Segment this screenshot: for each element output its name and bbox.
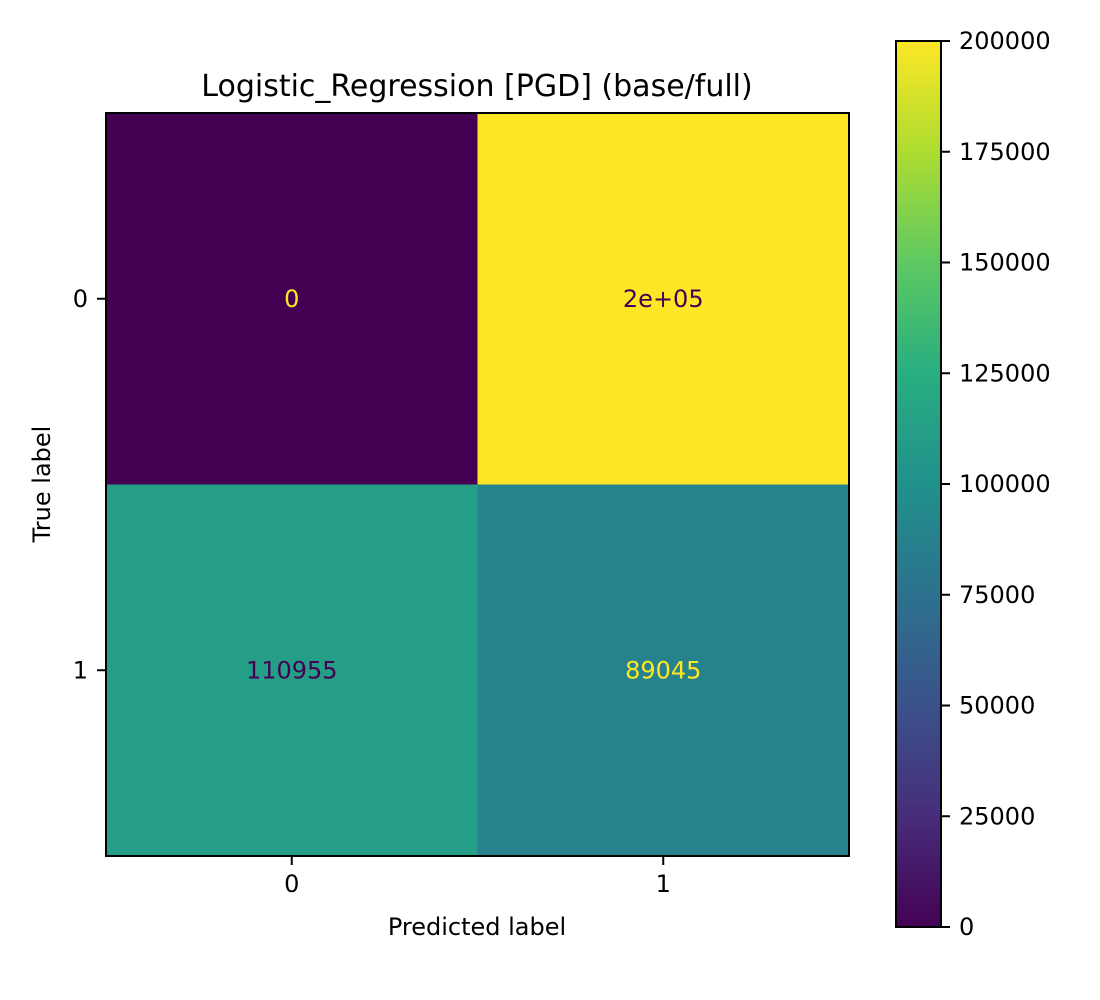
matrix-cell-labels: 0 2e+05 110955 89045 [246,285,704,685]
matrix-cell-0-1 [477,113,850,485]
matrix-cell-1-1 [477,484,850,857]
colorbar-tick-label-5: 125000 [959,359,1051,387]
cell-value-label-1-1: 89045 [625,656,701,684]
y-tick-label-0: 0 [73,285,88,313]
colorbar-tick-label-1: 25000 [959,802,1035,830]
cell-value-label-0-1: 2e+05 [623,285,704,313]
colorbar-tick-label-3: 75000 [959,581,1035,609]
colorbar-tick-label-6: 150000 [959,249,1051,277]
x-tick-label-1: 1 [656,870,671,898]
x-tick-label-0: 0 [284,870,299,898]
matrix-cell-1-0 [106,484,478,857]
y-axis-ticks: 01 [73,285,106,684]
y-axis-label: True label [28,426,56,544]
colorbar [895,40,942,928]
matrix-cell-0-0 [106,113,478,485]
matrix-frame [105,112,850,857]
colorbar-tick-label-2: 50000 [959,692,1035,720]
matrix-cells [106,113,850,857]
colorbar-tick-label-0: 0 [959,913,974,941]
colorbar-tick-label-7: 175000 [959,138,1051,166]
colorbar-tick-label-4: 100000 [959,470,1051,498]
chart-title: Logistic_Regression [PGD] (base/full) [201,69,752,104]
y-tick-label-1: 1 [73,656,88,684]
colorbar-tick-label-8: 200000 [959,27,1051,55]
cell-value-label-0-0: 0 [284,285,299,313]
x-axis-label: Predicted label [388,913,566,941]
colorbar-ticks: 0 25000 50000 75000 100000 125000 150000 175000… [941,27,1051,941]
cell-value-label-1-0: 110955 [246,656,338,684]
